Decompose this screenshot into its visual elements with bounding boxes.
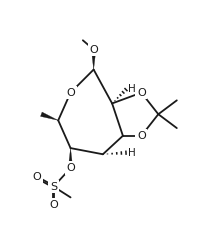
Text: O: O xyxy=(89,45,98,55)
Text: O: O xyxy=(136,88,145,98)
Text: H: H xyxy=(128,149,135,158)
Text: O: O xyxy=(136,131,145,141)
Text: H: H xyxy=(128,84,135,94)
Polygon shape xyxy=(68,148,73,168)
Polygon shape xyxy=(91,49,96,70)
Text: O: O xyxy=(32,172,41,182)
Text: S: S xyxy=(50,182,57,192)
Text: O: O xyxy=(66,88,75,98)
Text: O: O xyxy=(49,200,58,210)
Polygon shape xyxy=(40,112,58,120)
Text: O: O xyxy=(66,163,75,173)
